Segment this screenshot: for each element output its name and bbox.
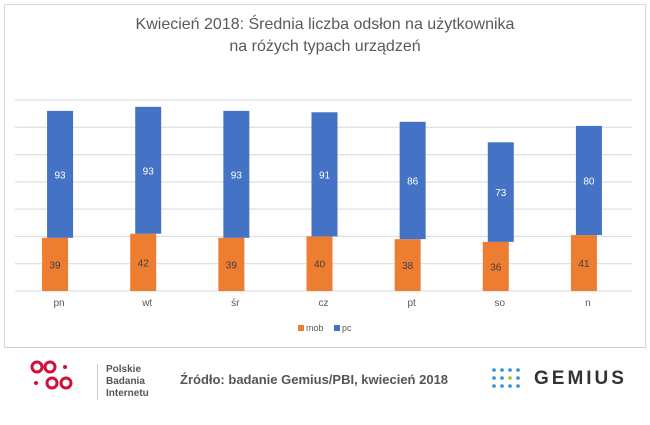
bar-pc bbox=[311, 112, 338, 237]
gemius-logo-text: GEMIUS bbox=[534, 368, 627, 389]
data-label-mob: 36 bbox=[490, 262, 502, 273]
legend-swatch-pc bbox=[334, 325, 340, 331]
bar-mob bbox=[394, 239, 421, 291]
x-tick-label: n bbox=[585, 298, 591, 309]
pbi-line-3: Internetu bbox=[106, 388, 149, 399]
bar-pc bbox=[487, 142, 514, 242]
data-label-pc: 73 bbox=[495, 188, 507, 199]
data-label-mob: 39 bbox=[50, 260, 62, 271]
bar-mob bbox=[482, 241, 509, 291]
x-tick-label: so bbox=[495, 298, 506, 309]
data-label-pc: 93 bbox=[231, 170, 243, 181]
chart-frame bbox=[4, 4, 646, 348]
x-tick-label: pn bbox=[54, 298, 65, 309]
data-label-mob: 40 bbox=[314, 260, 326, 271]
data-label-mob: 41 bbox=[578, 259, 590, 270]
data-label-mob: 38 bbox=[402, 261, 414, 272]
gemius-dots-icon bbox=[492, 368, 520, 388]
data-label-pc: 93 bbox=[55, 170, 67, 181]
chart-title-line-1: Kwiecień 2018: Średnia liczba odsłon na … bbox=[135, 16, 515, 33]
data-label-pc: 93 bbox=[143, 166, 155, 177]
x-tick-label: wt bbox=[141, 298, 152, 309]
data-label-pc: 80 bbox=[583, 176, 595, 187]
bar-mob bbox=[42, 237, 69, 291]
chart-title-line-2: na różych typach urządzeń bbox=[229, 38, 421, 55]
bar-mob bbox=[218, 237, 245, 291]
chart-title: Kwiecień 2018: Średnia liczba odsłon na … bbox=[0, 14, 650, 58]
bar-pc bbox=[47, 110, 74, 238]
x-tick-label: pt bbox=[407, 298, 416, 309]
data-label-pc: 86 bbox=[407, 176, 419, 187]
pbi-logo-text: Polskie Badania Internetu bbox=[97, 364, 149, 400]
data-label-pc: 91 bbox=[319, 170, 331, 181]
pbi-line-1: Polskie bbox=[106, 364, 142, 375]
x-tick-label: śr bbox=[231, 298, 240, 309]
source-text: Źródło: badanie Gemius/PBI, kwiecień 201… bbox=[180, 372, 449, 387]
footer: Polskie Badania Internetu Źródło: badani… bbox=[0, 347, 650, 420]
bar-pc bbox=[223, 110, 250, 238]
legend-label-mob: mob bbox=[306, 323, 324, 333]
pbi-logo-icon bbox=[30, 360, 73, 390]
bar-pc bbox=[575, 125, 602, 236]
stacked-bar-chart: 39 93 pn 42 93 wt 39 93 śr 40 91 cz 38 86 pt 36 73 so 41 80… bbox=[15, 99, 632, 333]
pbi-line-2: Badania bbox=[106, 376, 145, 387]
legend-label-pc: pc bbox=[342, 323, 352, 333]
x-tick-label: cz bbox=[319, 298, 329, 309]
bar-pc bbox=[135, 106, 162, 234]
data-label-mob: 39 bbox=[226, 260, 238, 271]
bar-mob bbox=[306, 236, 333, 291]
bar-pc bbox=[399, 121, 426, 240]
legend-swatch-mob bbox=[298, 325, 304, 331]
data-label-mob: 42 bbox=[138, 258, 150, 269]
bar-mob bbox=[570, 235, 597, 291]
bar-mob bbox=[130, 233, 157, 291]
